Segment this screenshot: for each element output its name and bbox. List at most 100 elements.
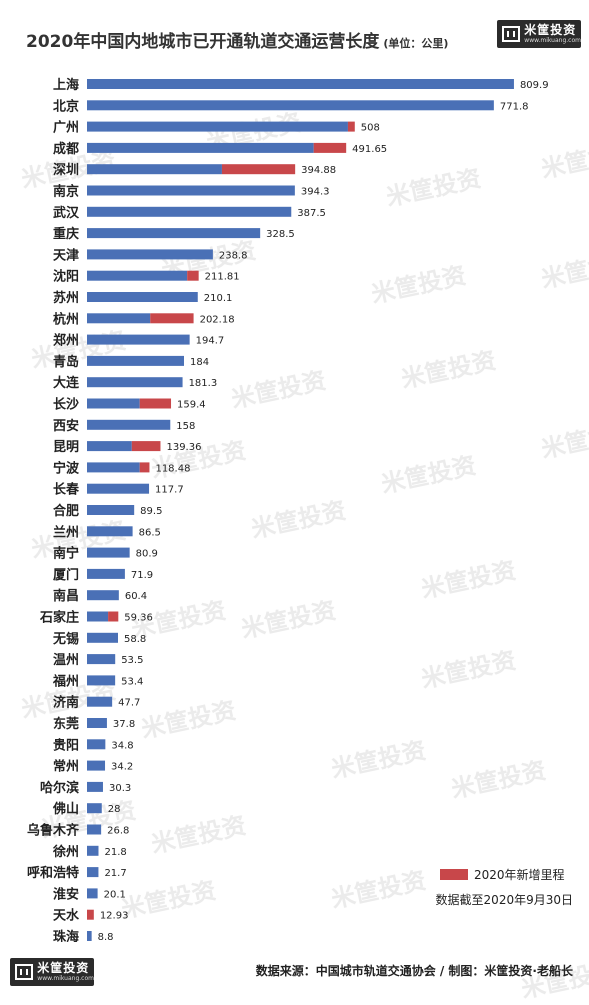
category-label: 贵阳: [53, 737, 79, 753]
bar-new: [87, 909, 94, 920]
bar-existing: [87, 462, 140, 473]
bar-existing: [87, 164, 222, 175]
bar-existing: [87, 249, 213, 260]
value-label: 117.7: [155, 485, 184, 496]
value-label: 771.8: [500, 101, 529, 112]
category-label: 南昌: [53, 588, 79, 604]
category-label: 呼和浩特: [27, 865, 79, 881]
category-label: 南京: [53, 184, 79, 200]
category-label: 济南: [53, 695, 79, 711]
value-label: 158: [176, 421, 195, 432]
bar-existing: [87, 888, 98, 899]
category-label: 广州: [53, 120, 79, 136]
value-label: 181.3: [189, 378, 218, 389]
bar-new: [139, 398, 172, 409]
category-label: 淮安: [52, 886, 79, 902]
value-label: 37.8: [113, 719, 135, 730]
bar-existing: [87, 547, 130, 558]
value-label: 394.88: [301, 165, 336, 176]
value-label: 53.4: [121, 676, 143, 687]
bar-existing: [87, 206, 292, 217]
chart-title: 2020年中国内地城市已开通轨道交通运营长度 (单位：公里): [26, 27, 448, 52]
category-label: 无锡: [52, 631, 79, 647]
bar-existing: [87, 718, 107, 728]
bar-new: [347, 121, 355, 132]
bar-existing: [87, 377, 183, 388]
value-label: 34.8: [111, 740, 133, 751]
category-label: 西安: [53, 418, 79, 434]
bar-existing: [87, 270, 188, 281]
category-label: 东莞: [53, 716, 79, 732]
bar-existing: [87, 142, 314, 153]
bar-new: [131, 441, 161, 452]
bar-existing: [87, 441, 132, 452]
value-label: 21.7: [104, 868, 126, 879]
bar-existing: [87, 611, 109, 622]
bar-new: [187, 270, 199, 281]
logo-mark-icon: [15, 964, 34, 980]
value-label: 20.1: [104, 889, 126, 900]
category-label: 青岛: [53, 354, 79, 370]
category-label: 石家庄: [39, 610, 79, 626]
category-label: 哈尔滨: [40, 780, 79, 796]
category-label: 合肥: [53, 503, 79, 519]
category-label: 兰州: [53, 524, 79, 540]
bar-existing: [87, 100, 494, 111]
unit-label: (单位：公里): [383, 37, 449, 50]
bar-existing: [87, 419, 171, 430]
category-label: 北京: [53, 98, 79, 114]
value-label: 238.8: [219, 250, 248, 261]
bar-existing: [87, 185, 295, 196]
value-label: 184: [190, 357, 209, 368]
chart-header: 2020年中国内地城市已开通轨道交通运营长度 (单位：公里) 米筐投资 www.mi…: [0, 0, 589, 62]
bar-existing: [87, 121, 348, 132]
bar-new: [313, 142, 347, 153]
bar-existing: [87, 313, 151, 324]
value-label: 508: [361, 123, 380, 134]
bar-new: [108, 611, 119, 622]
bar-existing: [87, 867, 99, 878]
category-label: 珠海: [53, 929, 79, 942]
bar-existing: [87, 781, 103, 792]
legend-label-new: 2020年新增里程: [474, 868, 565, 882]
category-label: 成都: [53, 141, 79, 157]
value-label: 159.4: [177, 400, 206, 411]
value-label: 211.81: [205, 272, 240, 283]
category-label: 昆明: [53, 439, 79, 455]
logo-url: www.mikuang.com: [524, 37, 581, 44]
bar-existing: [87, 590, 119, 601]
bar-existing: [87, 483, 150, 494]
value-label: 8.8: [98, 932, 114, 942]
value-label: 809.9: [520, 80, 549, 91]
bar-existing: [87, 334, 190, 345]
value-label: 59.36: [124, 613, 153, 624]
category-label: 郑州: [53, 333, 79, 349]
bar-new: [221, 164, 296, 175]
category-label: 沈阳: [53, 269, 79, 285]
category-label: 深圳: [53, 162, 79, 178]
category-label: 天津: [53, 247, 79, 263]
bar-existing: [87, 654, 116, 665]
bar-existing: [87, 228, 261, 239]
category-label: 徐州: [52, 844, 79, 860]
bar-existing: [87, 398, 140, 409]
bar-existing: [87, 632, 118, 643]
legend: 2020年新增里程: [440, 866, 565, 883]
category-label: 南宁: [53, 546, 79, 562]
category-label: 重庆: [53, 226, 79, 242]
value-label: 194.7: [196, 336, 225, 347]
value-label: 80.9: [136, 549, 158, 560]
category-label: 福州: [52, 673, 79, 689]
logo-name: 米筐投资: [37, 961, 90, 975]
logo-url: www.mikuang.com: [37, 975, 94, 982]
category-label: 上海: [53, 77, 79, 93]
bar-new: [139, 462, 150, 473]
bar-existing: [87, 505, 135, 515]
bar-existing: [87, 739, 106, 750]
category-label: 乌鲁木齐: [27, 823, 80, 839]
bar-existing: [87, 355, 184, 366]
bar-new: [150, 313, 194, 324]
value-label: 60.4: [125, 591, 147, 602]
value-label: 34.2: [111, 762, 133, 773]
value-label: 71.9: [131, 570, 153, 581]
